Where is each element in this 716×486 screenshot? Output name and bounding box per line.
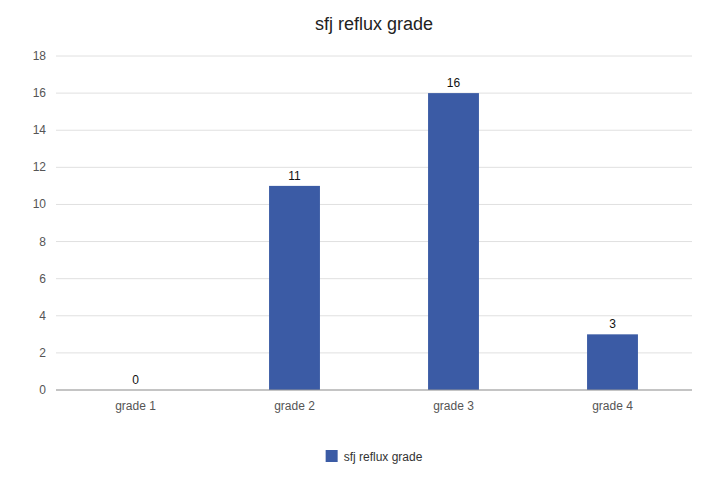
- y-tick-label: 6: [39, 272, 46, 286]
- data-label: 3: [609, 317, 616, 331]
- grid-line: [56, 315, 692, 316]
- grid-line: [56, 241, 692, 242]
- y-tick-label: 4: [39, 309, 46, 323]
- x-tick-label: grade 1: [115, 399, 156, 413]
- legend: sfj reflux grade: [326, 450, 423, 464]
- grid-line: [56, 278, 692, 279]
- x-tick-label: grade 4: [592, 399, 633, 413]
- y-tick-label: 12: [33, 160, 47, 174]
- y-tick-label: 14: [33, 123, 47, 137]
- grid-line: [56, 167, 692, 168]
- legend-label: sfj reflux grade: [344, 450, 423, 464]
- y-tick-label: 8: [39, 235, 46, 249]
- grid-line: [56, 56, 692, 57]
- bar: [269, 186, 320, 390]
- data-label: 11: [288, 169, 301, 183]
- grid-line: [56, 390, 692, 391]
- y-tick-label: 0: [39, 383, 46, 397]
- grid-line: [56, 93, 692, 94]
- data-label: 16: [447, 76, 461, 90]
- chart-container: sfj reflux grade 0 2 4 6 8 10 12 14 16 18 0 11 16 3 gra…: [0, 0, 716, 486]
- chart-title: sfj reflux grade: [315, 14, 433, 34]
- x-tick-label: grade 3: [433, 399, 474, 413]
- chart-svg: sfj reflux grade 0 2 4 6 8 10 12 14 16 18 0 11 16 3 gra…: [0, 0, 716, 486]
- x-tick-label: grade 2: [274, 399, 315, 413]
- grid-line: [56, 204, 692, 205]
- y-tick-label: 18: [33, 49, 47, 63]
- y-tick-label: 10: [33, 197, 47, 211]
- y-tick-label: 16: [33, 86, 47, 100]
- legend-swatch: [326, 450, 338, 462]
- data-label: 0: [132, 373, 139, 387]
- y-tick-label: 2: [39, 346, 46, 360]
- grid-line: [56, 130, 692, 131]
- bar: [587, 334, 638, 390]
- bar: [428, 93, 479, 390]
- x-axis-line: [56, 390, 692, 391]
- bars: [269, 93, 638, 390]
- grid: [56, 56, 692, 390]
